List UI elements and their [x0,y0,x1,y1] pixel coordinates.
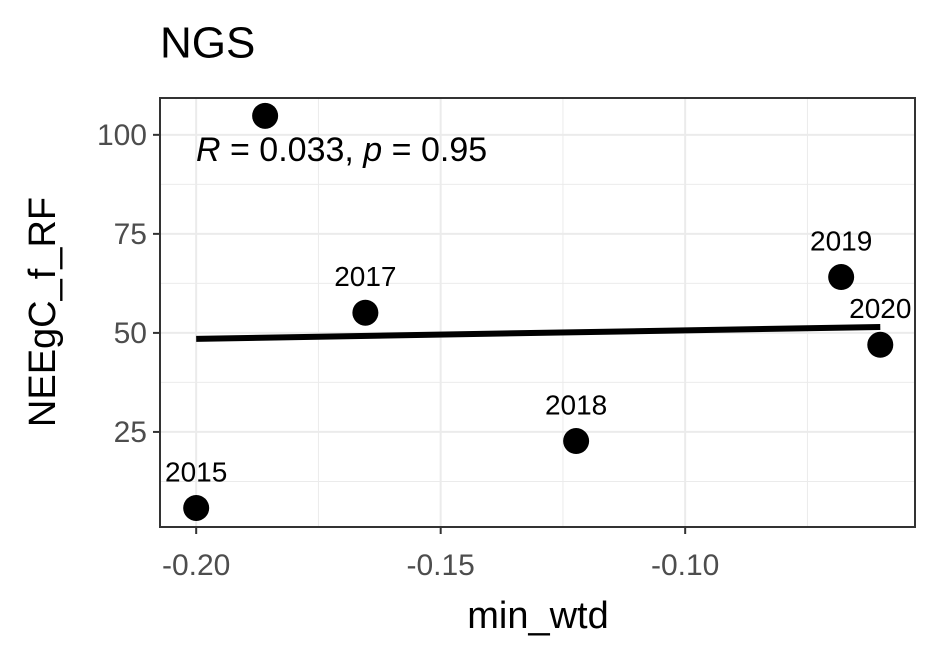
x-tick-label: -0.20 [162,549,230,582]
p-value: = 0.95 [382,131,487,169]
plot-area: 2015 2017 2018 2019 2020 [165,102,911,521]
x-tick-label: -0.15 [406,549,474,582]
p-symbol: p [362,131,382,169]
y-tick-label: 100 [97,119,147,152]
grid [160,98,915,527]
point-label: 2017 [334,261,396,292]
panel-border [159,97,916,528]
y-tick-label: 75 [114,218,147,251]
regression-line [196,323,881,342]
point [183,494,210,521]
y-axis-title: NEEgC_f_RF [22,197,64,427]
point [563,428,590,455]
chart-title: NGS [160,19,255,68]
y-tick-label: 50 [114,317,147,350]
point-label: 2019 [810,225,872,256]
r-symbol: R [196,131,221,169]
point [352,299,379,326]
point [867,331,894,358]
correlation-annotation: R = 0.033, p = 0.95 [196,131,487,169]
point [252,102,279,129]
point [828,264,855,291]
point-label: 2020 [849,293,911,324]
r-value: = 0.033, [221,131,364,169]
y-tick-label: 25 [114,416,147,449]
point-label: 2018 [545,389,607,420]
point-label: 2015 [165,456,227,487]
x-tick-label: -0.10 [651,549,719,582]
x-axis-title: min_wtd [467,595,609,637]
